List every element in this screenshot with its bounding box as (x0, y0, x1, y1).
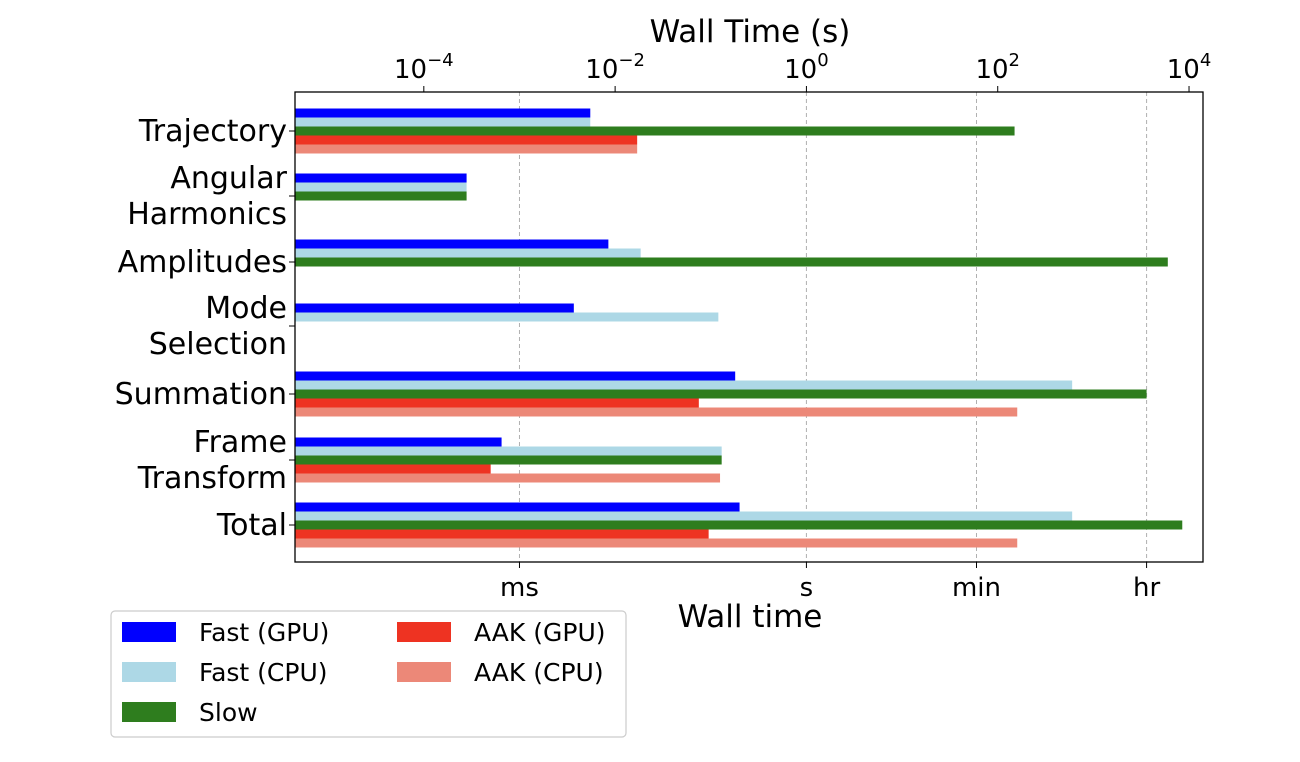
bar-slow (295, 520, 1183, 530)
legend-swatch (122, 702, 176, 722)
category-label: Transform (137, 461, 287, 496)
bar-slow (295, 126, 1015, 136)
top-tick-label: 100 (784, 50, 829, 85)
category-label: Amplitudes (118, 245, 287, 280)
bar-fast-gpu (295, 371, 736, 381)
bar-fast-gpu (295, 239, 609, 249)
bar-fast-cpu (295, 117, 591, 127)
bar-fast-cpu (295, 511, 1073, 521)
bar-fast-cpu (295, 446, 722, 456)
top-tick-label: 10−2 (585, 50, 645, 85)
bar-aak-cpu (295, 407, 1018, 417)
legend-frame (110, 610, 627, 738)
bottom-tick-label: ms (500, 573, 539, 603)
top-tick-label: 10−4 (394, 50, 454, 85)
legend-label: Fast (CPU) (199, 658, 328, 687)
bottom-axis-label: Wall time (678, 599, 823, 635)
category-label: Harmonics (127, 197, 287, 232)
legend-label: AAK (GPU) (474, 618, 606, 647)
category-label: Summation (115, 377, 287, 412)
bar-fast-cpu (295, 182, 467, 192)
bar-fast-gpu (295, 173, 467, 183)
bar-aak-cpu (295, 473, 721, 483)
bar-aak-gpu (295, 464, 491, 474)
category-label: Frame (194, 425, 287, 460)
bar-slow (295, 455, 722, 465)
category-label: Selection (149, 327, 287, 362)
legend-swatch (122, 662, 176, 682)
legend-label: Fast (GPU) (199, 618, 329, 647)
category-label: Mode (205, 291, 287, 326)
bar-fast-cpu (295, 312, 719, 322)
legend: Fast (GPU) Fast (CPU) Slow AAK (GPU) AAK (CP… (110, 610, 627, 738)
bar-aak-cpu (295, 144, 638, 154)
bar-aak-cpu (295, 538, 1018, 548)
bar-fast-gpu (295, 303, 574, 313)
bar-fast-cpu (295, 380, 1073, 390)
category-label: Trajectory (138, 114, 287, 149)
top-tick-label: 104 (1167, 50, 1212, 85)
top-tick-label: 102 (975, 50, 1020, 85)
bar-layer (295, 108, 1183, 548)
category-label: Total (216, 508, 287, 543)
bottom-tick-label: min (952, 573, 1001, 603)
legend-swatch (122, 622, 176, 642)
legend-label: AAK (CPU) (474, 658, 604, 687)
legend-label: Slow (199, 698, 258, 727)
bottom-tick-label: hr (1133, 573, 1160, 603)
category-label: Angular (170, 161, 287, 196)
bottom-tick-label: s (800, 573, 814, 603)
bar-fast-gpu (295, 108, 591, 118)
bar-slow (295, 257, 1168, 267)
plot-frame (294, 91, 1204, 563)
legend-swatch (397, 622, 451, 642)
bar-fast-gpu (295, 502, 740, 512)
bar-aak-gpu (295, 529, 709, 539)
grid-layer (518, 92, 1148, 562)
bar-aak-gpu (295, 398, 699, 408)
bar-slow (295, 389, 1147, 399)
bar-aak-gpu (295, 135, 638, 145)
bar-fast-gpu (295, 437, 502, 447)
bar-fast-cpu (295, 248, 641, 258)
legend-swatch (397, 662, 451, 682)
axis-layer: ms s min hr 10−4 10−2 100 102 104 Trajectory Angul… (115, 50, 1212, 603)
top-axis-label: Wall Time (s) (650, 14, 851, 50)
bar-slow (295, 191, 467, 201)
